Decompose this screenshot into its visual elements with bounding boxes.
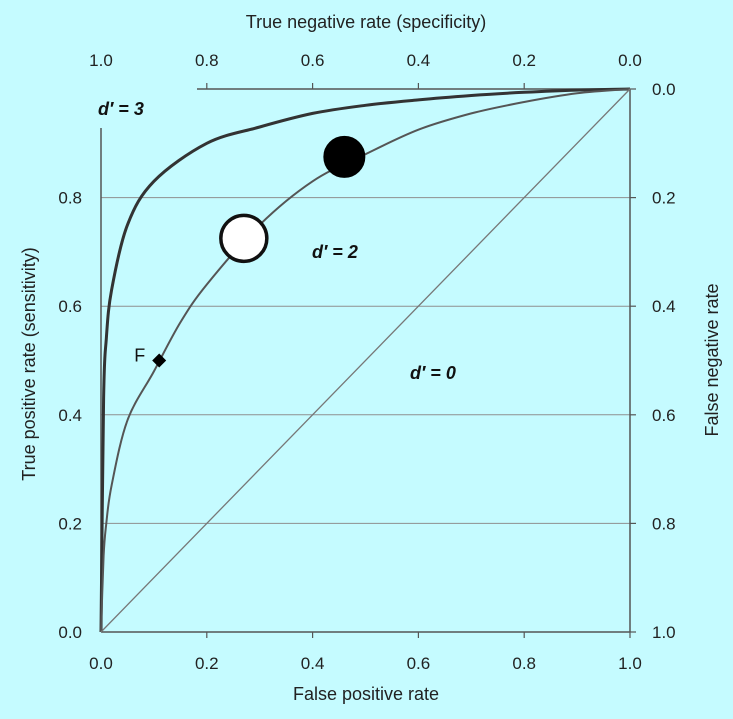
roc-curve-d3 — [99, 87, 631, 633]
roc-curve-d0 — [100, 88, 631, 633]
y-left-tick-label: 0.6 — [58, 297, 82, 316]
y-right-tick-label: 0.4 — [652, 297, 676, 316]
x-bottom-tick-label: 1.0 — [618, 654, 642, 673]
marker-label-f: F — [134, 346, 145, 366]
filled-circle-marker — [323, 135, 366, 178]
curve-label-d0: d′ = 0 — [410, 363, 456, 383]
y-left-tick-label: 0.4 — [58, 406, 82, 425]
y-right-tick-label: 0.6 — [652, 406, 676, 425]
tick-labels: 0.0 0.2 0.4 0.6 0.8 1.0 0.0 0.2 0.4 0.6 0.8 1.0 0.8 0… — [58, 51, 675, 673]
operating-points: F — [134, 135, 366, 368]
y-right-tick-label: 1.0 — [652, 623, 676, 642]
x-top-tick-label: 0.8 — [195, 51, 219, 70]
x-bottom-tick-label: 0.4 — [301, 654, 325, 673]
open-circle-marker — [219, 213, 269, 264]
x-top-tick-label: 0.4 — [407, 51, 431, 70]
x-bottom-tick-label: 0.2 — [195, 654, 219, 673]
x-top-tick-label: 0.0 — [618, 51, 642, 70]
curve-label-d2: d′ = 2 — [312, 242, 358, 262]
diamond-marker-f — [152, 353, 167, 368]
x-axis-top-title: True negative rate (specificity) — [246, 12, 486, 32]
roc-curves — [99, 87, 631, 633]
x-top-tick-label: 0.6 — [301, 51, 325, 70]
y-left-tick-label: 0.8 — [58, 189, 82, 208]
y-left-tick-label: 0.2 — [58, 514, 82, 533]
x-axis-bottom-title: False positive rate — [293, 684, 439, 704]
y-right-tick-label: 0.8 — [652, 514, 676, 533]
y-left-tick-label: 0.0 — [58, 623, 82, 642]
y-right-tick-label: 0.0 — [652, 80, 676, 99]
y-right-tick-label: 0.2 — [652, 189, 676, 208]
x-bottom-tick-label: 0.6 — [407, 654, 431, 673]
axes — [100, 83, 636, 638]
x-top-tick-label: 1.0 — [89, 51, 113, 70]
curve-label-d3: d′ = 3 — [98, 99, 144, 119]
x-bottom-tick-label: 0.8 — [512, 654, 536, 673]
roc-curve-d2 — [100, 88, 631, 633]
y-axis-left-title: True positive rate (sensitivity) — [19, 247, 39, 480]
x-top-tick-label: 0.2 — [512, 51, 536, 70]
gridlines — [101, 197, 630, 524]
y-axis-right-title: False negative rate — [702, 283, 722, 436]
x-bottom-tick-label: 0.0 — [89, 654, 113, 673]
